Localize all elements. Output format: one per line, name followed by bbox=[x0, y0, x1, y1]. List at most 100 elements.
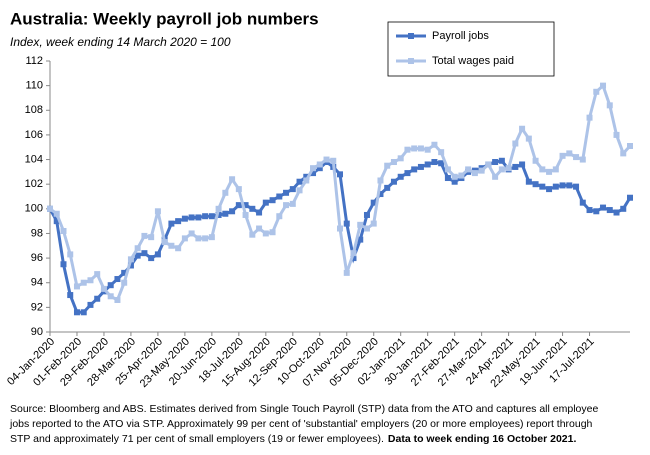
point bbox=[620, 150, 627, 157]
point bbox=[411, 166, 418, 173]
point bbox=[546, 168, 553, 175]
point bbox=[337, 225, 343, 232]
point bbox=[417, 145, 424, 152]
source-line: STP and approximately 71 per cent of sma… bbox=[10, 433, 576, 445]
y-tick-label: 110 bbox=[25, 80, 43, 92]
point bbox=[100, 285, 107, 292]
point bbox=[330, 157, 337, 164]
point bbox=[512, 163, 519, 170]
point bbox=[262, 199, 269, 206]
y-tick-label: 90 bbox=[31, 326, 43, 338]
point bbox=[310, 165, 317, 172]
legend-label: Payroll jobs bbox=[432, 30, 489, 42]
point bbox=[539, 183, 546, 190]
point bbox=[53, 218, 60, 225]
point bbox=[235, 202, 242, 209]
point bbox=[370, 199, 377, 206]
point bbox=[67, 292, 74, 299]
point bbox=[148, 255, 155, 262]
legend-label: Total wages paid bbox=[432, 55, 514, 67]
point bbox=[181, 235, 188, 242]
point bbox=[222, 189, 229, 196]
point bbox=[444, 175, 451, 182]
point bbox=[114, 276, 121, 283]
point bbox=[53, 210, 60, 217]
point bbox=[431, 159, 438, 166]
point bbox=[532, 181, 539, 188]
point bbox=[390, 159, 397, 166]
point bbox=[424, 161, 431, 168]
point bbox=[80, 279, 87, 286]
point bbox=[566, 150, 573, 157]
point bbox=[195, 214, 202, 221]
point bbox=[188, 214, 195, 221]
point bbox=[546, 186, 553, 193]
y-tick-label: 98 bbox=[31, 227, 43, 239]
y-tick-label: 102 bbox=[25, 178, 43, 190]
point bbox=[222, 210, 229, 217]
point bbox=[296, 178, 303, 185]
point bbox=[384, 184, 391, 191]
y-tick-label: 92 bbox=[31, 301, 43, 313]
point bbox=[154, 251, 161, 258]
point bbox=[552, 183, 559, 190]
point bbox=[269, 197, 276, 204]
point bbox=[532, 157, 539, 164]
point bbox=[276, 213, 283, 220]
point bbox=[519, 161, 526, 168]
point bbox=[566, 182, 573, 189]
chart-subtitle: Index, week ending 14 March 2020 = 100 bbox=[10, 35, 231, 49]
source-line: Source: Bloomberg and ABS. Estimates der… bbox=[10, 403, 598, 415]
point bbox=[471, 170, 478, 177]
point bbox=[229, 208, 236, 215]
point bbox=[390, 178, 397, 185]
point bbox=[303, 173, 310, 180]
point bbox=[316, 165, 323, 172]
legend-marker bbox=[408, 58, 414, 64]
point bbox=[357, 221, 364, 228]
point bbox=[283, 202, 290, 209]
source-line: jobs reported to the ATO via STP. Approx… bbox=[9, 418, 593, 430]
point bbox=[73, 283, 80, 290]
y-tick-label: 106 bbox=[25, 129, 43, 141]
point bbox=[478, 167, 485, 174]
point bbox=[121, 279, 128, 286]
point bbox=[161, 239, 168, 246]
point bbox=[525, 178, 532, 185]
point bbox=[505, 165, 512, 172]
point bbox=[600, 82, 607, 89]
point bbox=[559, 182, 566, 189]
point bbox=[573, 154, 580, 161]
point bbox=[451, 173, 458, 180]
point bbox=[202, 235, 209, 242]
point bbox=[289, 200, 296, 207]
point bbox=[417, 163, 424, 170]
point bbox=[296, 187, 303, 194]
point bbox=[343, 269, 350, 276]
point bbox=[67, 251, 74, 258]
series-line bbox=[49, 82, 632, 303]
point bbox=[235, 186, 242, 193]
point bbox=[175, 218, 182, 225]
point bbox=[87, 277, 94, 284]
point bbox=[208, 213, 215, 220]
y-tick-label: 100 bbox=[25, 203, 43, 215]
point bbox=[343, 220, 350, 227]
point bbox=[525, 135, 532, 142]
point bbox=[229, 176, 236, 183]
point bbox=[202, 213, 209, 220]
point bbox=[269, 229, 276, 236]
point bbox=[424, 146, 431, 153]
point bbox=[154, 208, 161, 215]
point bbox=[600, 204, 607, 211]
point bbox=[249, 231, 256, 238]
point bbox=[559, 152, 566, 159]
point bbox=[73, 309, 80, 316]
point bbox=[208, 234, 215, 241]
point bbox=[492, 159, 499, 166]
y-tick-label: 112 bbox=[25, 55, 43, 67]
point bbox=[458, 172, 465, 179]
point bbox=[377, 177, 384, 184]
point bbox=[350, 250, 357, 257]
point bbox=[606, 207, 613, 214]
